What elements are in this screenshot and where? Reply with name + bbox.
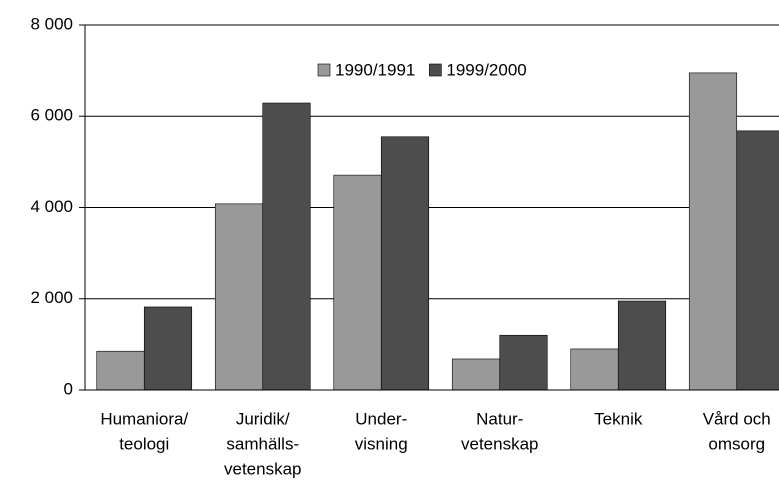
x-tick-label: Humaniora/	[100, 409, 188, 428]
x-tick-label: vetenskap	[224, 459, 302, 478]
x-tick-label: teologi	[119, 434, 169, 453]
y-tick-label: 8 000	[30, 14, 73, 33]
x-tick-label: Natur-	[476, 409, 523, 428]
y-tick-label: 2 000	[30, 288, 73, 307]
bar	[380, 136, 430, 391]
bar	[262, 102, 311, 391]
legend-label: 1999/2000	[446, 60, 526, 79]
legend-swatch	[429, 63, 442, 77]
x-tick-label: Teknik	[594, 409, 643, 428]
bar	[451, 358, 501, 391]
bar	[333, 174, 382, 391]
x-tick-label: samhälls-	[226, 434, 299, 453]
x-tick-label: Under-	[355, 409, 407, 428]
bar	[736, 130, 779, 391]
y-tick-label: 0	[64, 379, 73, 398]
bar	[617, 300, 667, 391]
y-tick-label: 4 000	[30, 197, 73, 216]
y-tick-label: 6 000	[30, 106, 73, 125]
bar	[214, 203, 264, 391]
bar	[570, 348, 619, 391]
x-tick-label: Juridik/	[236, 409, 290, 428]
bar	[499, 334, 548, 391]
x-tick-label: omsorg	[708, 434, 765, 453]
x-tick-label: Vård och	[703, 409, 771, 428]
bar	[688, 72, 738, 391]
x-tick-label: vetenskap	[461, 434, 539, 453]
legend-swatch	[317, 63, 331, 77]
bar	[143, 306, 193, 391]
x-tick-label: visning	[355, 434, 408, 453]
bar	[96, 350, 145, 391]
legend-label: 1990/1991	[335, 60, 415, 79]
